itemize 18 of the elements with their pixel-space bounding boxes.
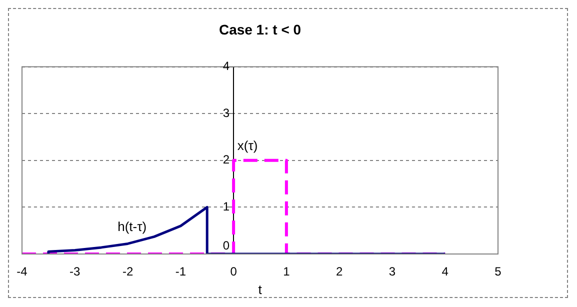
y-tick-label: 4	[222, 59, 230, 74]
x-axis-title: t	[258, 282, 262, 297]
y-tick-label: 3	[222, 106, 230, 120]
x-tick-label: -3	[70, 264, 81, 279]
chart-title: Case 1: t < 0	[218, 21, 302, 38]
x-tick-label: -2	[122, 264, 134, 279]
x-tick-label: 5	[494, 264, 502, 279]
x-tick-label: 1	[283, 264, 290, 279]
x-tick-label: 2	[336, 264, 343, 279]
y-tick-label: 1	[222, 200, 230, 214]
x-tick-label: -4	[16, 264, 28, 279]
y-tick-label: 0	[222, 238, 230, 252]
y-tick-label: 2	[222, 152, 230, 167]
x-tick-label: 3	[388, 264, 396, 279]
series-label: h(t-τ)	[118, 218, 147, 234]
series-label: x(τ)	[237, 138, 258, 153]
x-tick-label: 4	[442, 264, 449, 279]
x-tick-label: -1	[175, 264, 186, 279]
